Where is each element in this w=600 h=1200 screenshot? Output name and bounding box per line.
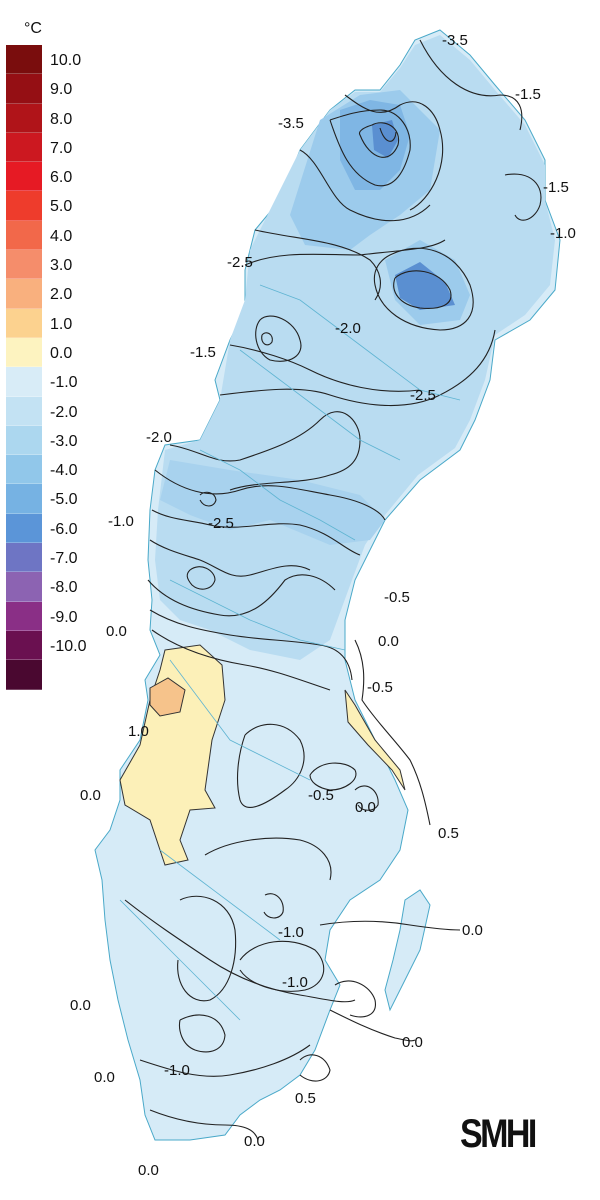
legend-label: -7.0 <box>50 550 78 568</box>
rivers <box>119 284 461 1021</box>
contour-label: 0.0 <box>94 1069 115 1086</box>
contour-label: 0.5 <box>295 1090 316 1107</box>
legend-swatch <box>6 425 42 456</box>
legend-swatch <box>6 250 42 280</box>
legend-swatch <box>6 630 42 661</box>
zone-warm-1-to-2 <box>149 677 186 717</box>
legend-swatch <box>6 74 42 104</box>
legend-label: 9.0 <box>50 81 73 99</box>
contour-label: 0.5 <box>438 825 459 842</box>
contour-label: 0.0 <box>80 787 101 804</box>
contour-value-labels: -3.5 -1.5 -3.5 -1.5 -1.0 -2.5 -2.0 -1.5 … <box>70 32 576 1179</box>
legend-swatch <box>6 484 42 514</box>
contour-label: -0.5 <box>308 787 334 804</box>
legend-swatch <box>6 601 42 631</box>
legend-label: 6.0 <box>50 169 73 187</box>
contour-label: -3.5 <box>278 115 304 132</box>
zone-core-cold-small <box>395 262 455 310</box>
zone-minus-2-to-3-c <box>160 460 385 545</box>
contour-label: 0.0 <box>355 799 376 816</box>
contour-label: -2.5 <box>227 254 253 271</box>
contour-label: -1.0 <box>282 974 308 991</box>
legend-swatch <box>6 191 42 221</box>
contour-label: 0.0 <box>138 1162 159 1179</box>
legend-label: 0.0 <box>50 344 73 362</box>
legend-label: 2.0 <box>50 286 73 304</box>
contour-label: -1.0 <box>108 513 134 530</box>
legend-label: 5.0 <box>50 198 73 216</box>
legend-label: -3.0 <box>50 432 78 450</box>
legend-swatch <box>6 513 42 544</box>
contour-label: 1.0 <box>128 723 149 740</box>
contour-label: -2.5 <box>410 387 436 404</box>
legend-swatch <box>6 660 42 690</box>
smhi-logo: SMHI <box>460 1112 537 1156</box>
legend-swatch <box>6 367 42 397</box>
legend-swatch <box>6 337 42 368</box>
legend-unit: °C <box>24 20 42 37</box>
legend-swatch <box>6 162 42 192</box>
legend-label: -10.0 <box>50 637 87 655</box>
contour-label: -1.5 <box>543 179 569 196</box>
legend-labels: 10.0 9.0 8.0 7.0 6.0 5.0 4.0 3.0 2.0 1.0 0.0 -1.0 -2… <box>50 52 87 675</box>
contour-label: -2.0 <box>146 429 172 446</box>
legend-label: -4.0 <box>50 462 78 480</box>
legend-label: 10.0 <box>50 52 82 69</box>
legend-label: -5.0 <box>50 491 78 509</box>
zone-warm-0-to-1 <box>119 644 226 866</box>
contour-label: -3.5 <box>442 32 468 49</box>
legend-swatch <box>6 543 42 573</box>
contour-label: -0.5 <box>384 589 410 606</box>
contour-label: -1.5 <box>515 86 541 103</box>
legend-swatch <box>6 308 42 338</box>
isotherm-lines <box>124 39 542 1141</box>
legend-label: -8.0 <box>50 579 78 597</box>
legend-label: 8.0 <box>50 110 73 128</box>
contour-label: 0.0 <box>462 922 483 939</box>
legend-swatch <box>6 455 42 485</box>
contour-label: 0.0 <box>106 623 127 640</box>
legend-color-bar <box>6 45 42 690</box>
legend-label: -1.0 <box>50 374 78 392</box>
contour-label: 0.0 <box>378 633 399 650</box>
legend-label: 4.0 <box>50 227 73 245</box>
legend-swatch <box>6 220 42 251</box>
legend-swatch <box>6 279 42 309</box>
contour-label: -1.0 <box>550 225 576 242</box>
legend-swatch <box>6 103 42 133</box>
contour-label: 0.0 <box>402 1034 423 1051</box>
temperature-legend: °C 10.0 9.0 8.0 7.0 6.0 5.0 4.0 3.0 2.0 1.0 0.0 -1.… <box>0 0 130 700</box>
legend-label: 1.0 <box>50 315 73 333</box>
legend-swatch <box>6 45 42 75</box>
legend-label: 3.0 <box>50 257 73 275</box>
contour-label: -1.0 <box>278 924 304 941</box>
legend-label: -9.0 <box>50 608 78 626</box>
legend-swatch <box>6 132 42 163</box>
zone-warm-coast <box>344 689 406 791</box>
legend-label: -6.0 <box>50 520 78 538</box>
contour-label: -2.0 <box>335 320 361 337</box>
contour-label: -1.5 <box>190 344 216 361</box>
contour-label: 0.0 <box>70 997 91 1014</box>
legend-swatch <box>6 396 42 426</box>
contour-label: -1.0 <box>164 1062 190 1079</box>
legend-swatch <box>6 572 42 602</box>
zone-warm-gotland <box>384 889 431 1012</box>
legend-label: -2.0 <box>50 403 78 421</box>
contour-label: 0.0 <box>244 1133 265 1150</box>
contour-label: -2.5 <box>208 515 234 532</box>
contour-label: -0.5 <box>367 679 393 696</box>
legend-label: 7.0 <box>50 139 73 157</box>
